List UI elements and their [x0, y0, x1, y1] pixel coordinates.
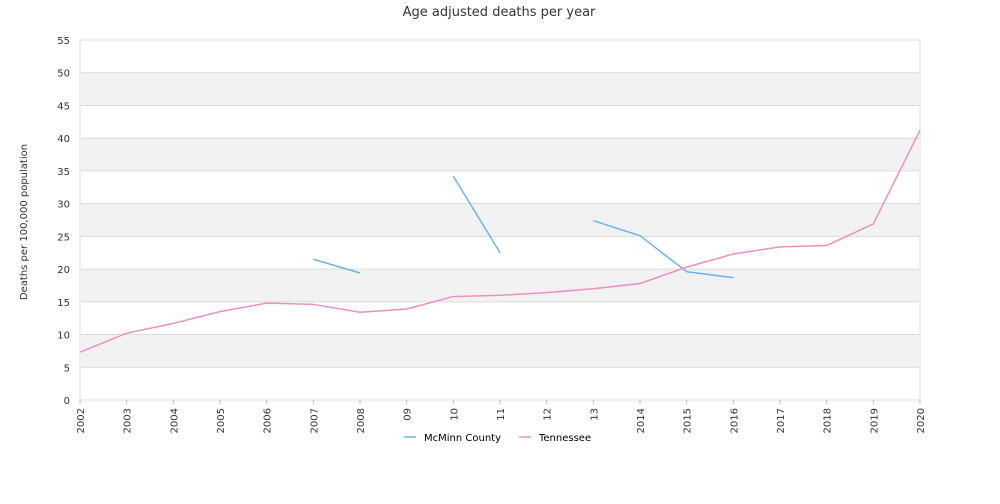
legend-label: McMinn County — [424, 433, 501, 444]
series-line-segment — [593, 219, 734, 279]
x-tick-label: 2017 — [776, 408, 787, 433]
y-tick-label: 0 — [64, 396, 70, 407]
y-tick-label: 40 — [57, 134, 70, 145]
legend: McMinn County Tennessee — [404, 433, 591, 444]
plot-band — [80, 269, 920, 302]
x-tick-label: 2004 — [169, 408, 180, 433]
series-line-segment — [452, 175, 501, 254]
y-tick-label: 5 — [64, 363, 70, 374]
plot-band — [80, 334, 920, 368]
x-tick-label: 11 — [496, 408, 507, 421]
y-tick-label: 25 — [57, 232, 70, 243]
legend-label: Tennessee — [538, 433, 591, 444]
x-tick-label: 10 — [449, 408, 460, 421]
x-tick-label: 2020 — [916, 408, 927, 433]
y-tick-label: 20 — [57, 265, 70, 276]
x-tick-label: 2007 — [309, 408, 320, 433]
x-tick-label: 09 — [403, 408, 414, 421]
y-tick-label: 50 — [57, 69, 70, 80]
x-tick-label: 13 — [589, 408, 600, 421]
x-tick-label: 2016 — [729, 408, 740, 433]
x-tick-label: 2003 — [123, 408, 134, 433]
x-tick-label: 2018 — [823, 408, 834, 433]
y-tick-label: 30 — [57, 200, 70, 211]
x-tick-label: 2006 — [263, 408, 274, 433]
plot-background — [79, 39, 921, 401]
plot-band — [80, 203, 920, 237]
y-tick-label: 35 — [57, 167, 70, 178]
legend-item-tennessee: Tennessee — [519, 433, 591, 444]
x-tick-label: 12 — [543, 408, 554, 421]
series-mcminn-county — [313, 175, 734, 279]
y-tick-label: 45 — [57, 101, 70, 112]
y-tick-label: 15 — [57, 298, 70, 309]
y-tick-label: 10 — [57, 331, 70, 342]
y-axis: 0 5 10 15 20 25 30 35 40 45 50 55 — [57, 36, 70, 407]
x-tick-label: 2014 — [636, 408, 647, 433]
x-axis: 2002 2003 2004 2005 2006 2007 2008 09 10 11 12 13 20… — [76, 400, 927, 433]
y-tick-label: 55 — [57, 36, 70, 47]
x-tick-label: 2015 — [683, 408, 694, 433]
x-tick-label: 2008 — [356, 408, 367, 433]
legend-item-mcminn-county: McMinn County — [404, 433, 501, 444]
plot-band — [80, 72, 920, 106]
plot-band — [80, 138, 920, 171]
chart-title: Age adjusted deaths per year — [403, 5, 596, 20]
series-tennessee — [79, 129, 921, 353]
series-line-segment — [79, 129, 921, 353]
x-tick-label: 2002 — [76, 408, 87, 433]
series-lines — [79, 129, 921, 353]
x-tick-label: 2005 — [216, 408, 227, 433]
series-line-segment — [313, 258, 361, 274]
y-axis-label: Deaths per 100,000 population — [19, 144, 30, 300]
x-tick-label: 2019 — [869, 408, 880, 433]
